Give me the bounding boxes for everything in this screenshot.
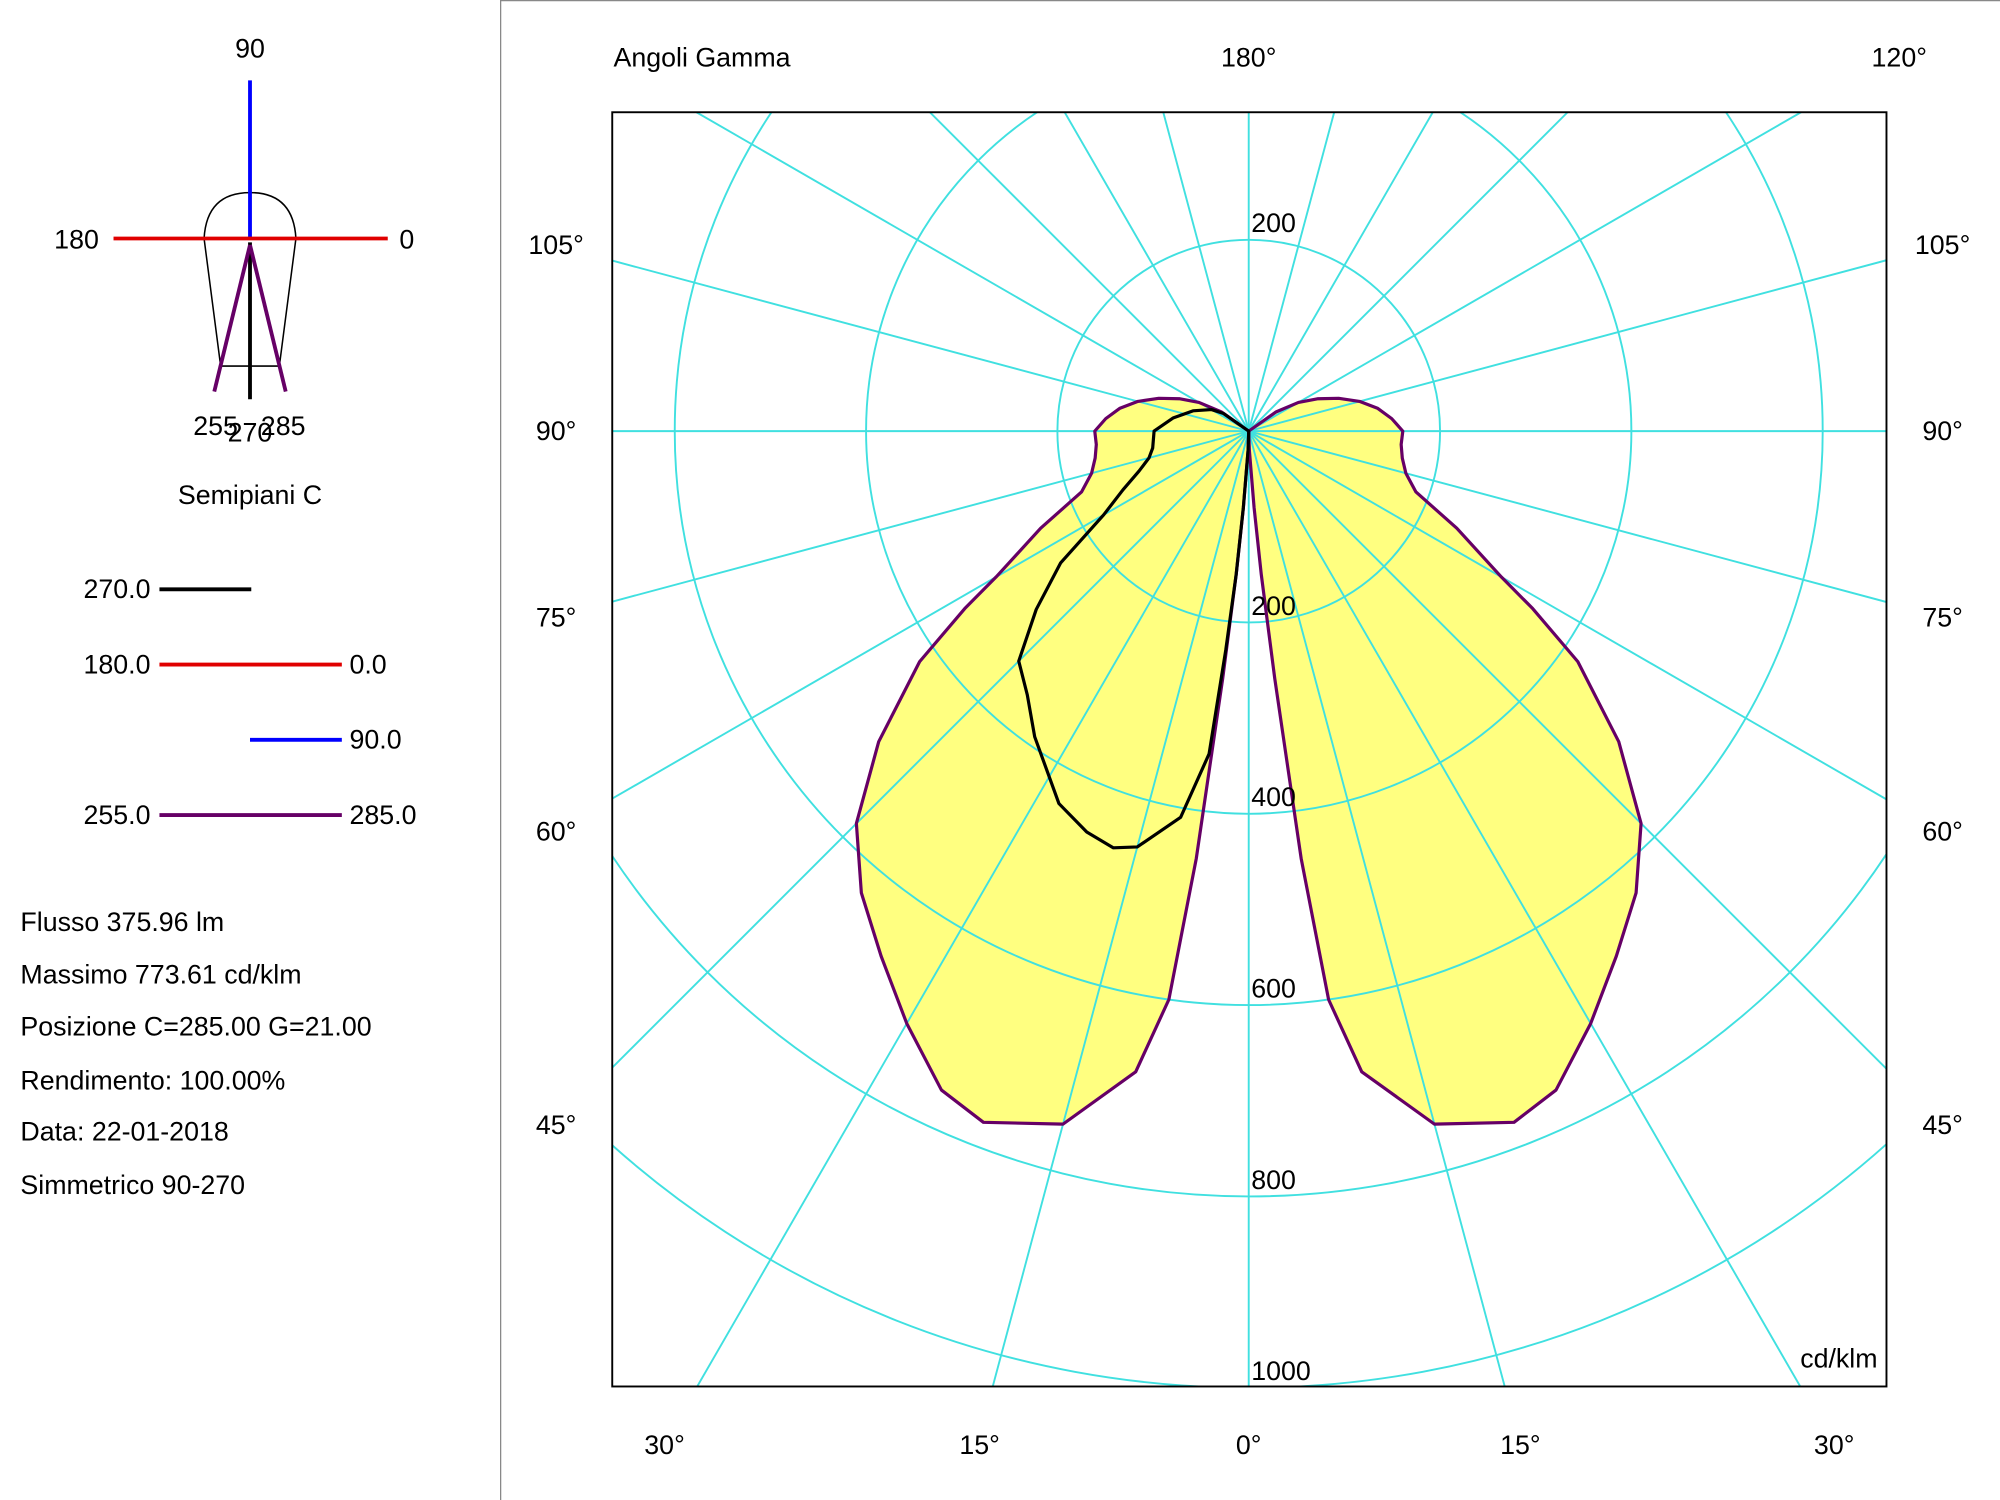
angle-label-bottom-15-right: 15° bbox=[1500, 1430, 1540, 1460]
angle-label-bottom-15-left: 15° bbox=[959, 1430, 999, 1460]
legend-left-label: 270.0 bbox=[84, 574, 151, 604]
angle-label-105-right: 105° bbox=[1915, 230, 1970, 260]
semipiani-title: Semipiani C bbox=[178, 480, 322, 510]
info-rendimento: Rendimento: 100.00% bbox=[20, 1065, 285, 1095]
grid-radial-line-75 bbox=[1248, 430, 1887, 603]
label-270: 270 bbox=[228, 417, 273, 447]
label-255: 255 bbox=[193, 411, 238, 441]
unit-label: cd/klm bbox=[1800, 1343, 1877, 1373]
curve-fill-0-left bbox=[856, 398, 1249, 1125]
legend-item-270: 270.0 bbox=[84, 574, 252, 604]
grid-radial-line-135 bbox=[1248, 112, 1569, 432]
c285-axis bbox=[248, 244, 288, 393]
c255-axis bbox=[212, 244, 252, 393]
radial-tick-top: 200 bbox=[1251, 208, 1296, 238]
grid-radial-line-240 bbox=[695, 112, 1250, 432]
legend-left-label: 255.0 bbox=[84, 800, 151, 830]
radial-tick-200: 200 bbox=[1251, 591, 1296, 621]
angle-label-90-left: 90° bbox=[536, 416, 576, 446]
legend: 270.0 180.0 0.0 90.0 255.0 285.0 bbox=[84, 574, 417, 830]
angle-label-45-right: 45° bbox=[1922, 1110, 1962, 1140]
grid-circle-800 bbox=[612, 852, 1887, 1198]
curve-line-1-left bbox=[1017, 407, 1251, 850]
chart-title: Angoli Gamma bbox=[614, 42, 791, 72]
info-data: Data: 22-01-2018 bbox=[20, 1116, 228, 1146]
angle-label-bottom-30-right: 30° bbox=[1814, 1430, 1854, 1460]
bottom-angle-labels: 30° 15° 0° 15° 30° bbox=[644, 1430, 1854, 1460]
grid-radial-line-195 bbox=[1162, 112, 1250, 432]
curve-lines-layer bbox=[854, 396, 1643, 1126]
angle-label-60-left: 60° bbox=[536, 817, 576, 847]
angle-label-105-left: 105° bbox=[528, 230, 583, 260]
legend-item-90: 90.0 bbox=[250, 725, 402, 755]
right-angle-labels: 105° 90° 75° 60° 45° bbox=[1915, 230, 1970, 1140]
c-planes-icon: 90 180 0 255 270 285 bbox=[54, 33, 414, 447]
curve-line-0-left bbox=[854, 396, 1251, 1126]
top-label-120: 120° bbox=[1872, 42, 1927, 72]
radial-tick-400: 400 bbox=[1251, 782, 1296, 812]
label-90: 90 bbox=[235, 33, 265, 63]
label-180: 180 bbox=[54, 225, 99, 255]
grid-radial-line-120 bbox=[1248, 112, 1802, 432]
grid-radial-line-285 bbox=[612, 430, 1249, 603]
grid-radial-line-330 bbox=[696, 430, 1250, 1387]
polar-chart: Angoli Gamma 180° 120° 200 200 400 600 8… bbox=[528, 42, 1970, 1460]
radial-tick-600: 600 bbox=[1251, 973, 1296, 1003]
grid-radial-line-210 bbox=[1063, 112, 1250, 432]
grid-radial-line-105 bbox=[1248, 259, 1887, 433]
grid-radial-line-225 bbox=[929, 112, 1250, 432]
info-block: Flusso 375.96 lm Massimo 773.61 cd/klm P… bbox=[20, 907, 371, 1200]
left-panel: 90 180 0 255 270 285 Semipiani C 270.0 1… bbox=[20, 33, 416, 1199]
info-posizione: Posizione C=285.00 G=21.00 bbox=[20, 1012, 371, 1042]
curve-fill-0-right bbox=[1248, 398, 1642, 1125]
curve-line-0-right bbox=[1247, 396, 1643, 1126]
radial-tick-800: 800 bbox=[1251, 1165, 1296, 1195]
grid-radial-line-165 bbox=[1247, 112, 1336, 432]
radial-tick-1000: 1000 bbox=[1251, 1356, 1311, 1386]
angle-label-75-right: 75° bbox=[1922, 602, 1962, 632]
angle-label-bottom-30-left: 30° bbox=[644, 1430, 684, 1460]
grid-radial-line-150 bbox=[1247, 112, 1434, 432]
legend-right-label: 0.0 bbox=[349, 649, 386, 679]
top-label-180: 180° bbox=[1221, 42, 1276, 72]
angle-label-60-right: 60° bbox=[1922, 817, 1962, 847]
angle-label-45-left: 45° bbox=[536, 1110, 576, 1140]
angle-label-75-left: 75° bbox=[536, 602, 576, 632]
polar-grid bbox=[612, 112, 1887, 1387]
left-angle-labels: 105° 90° 75° 60° 45° bbox=[528, 230, 583, 1140]
grid-radial-line-300 bbox=[612, 430, 1250, 800]
info-massimo: Massimo 773.61 cd/klm bbox=[20, 959, 301, 989]
legend-right-label: 285.0 bbox=[349, 800, 416, 830]
grid-radial-line-30 bbox=[1247, 430, 1802, 1387]
legend-right-label: 90.0 bbox=[349, 725, 401, 755]
grid-radial-line-255 bbox=[612, 259, 1249, 433]
grid-radial-line-315 bbox=[612, 430, 1250, 1069]
legend-left-label: 180.0 bbox=[84, 649, 151, 679]
label-285: 285 bbox=[261, 411, 306, 441]
grid-radial-line-45 bbox=[1248, 430, 1887, 1070]
label-0: 0 bbox=[399, 225, 414, 255]
angle-label-90-right: 90° bbox=[1922, 416, 1962, 446]
legend-item-180-0: 180.0 0.0 bbox=[84, 649, 387, 679]
radial-tick-labels: 200 200 400 600 800 1000 bbox=[1251, 208, 1311, 1386]
plot-frame bbox=[611, 111, 1888, 1388]
info-simmetrico: Simmetrico 90-270 bbox=[20, 1170, 245, 1200]
luminaire-outline-icon bbox=[203, 191, 297, 367]
info-flusso: Flusso 375.96 lm bbox=[20, 907, 224, 937]
grid-radial-line-15 bbox=[1247, 430, 1506, 1387]
angle-label-bottom-0: 0° bbox=[1236, 1430, 1262, 1460]
legend-item-255-285: 255.0 285.0 bbox=[84, 800, 417, 830]
grid-radial-line-60 bbox=[1248, 430, 1887, 801]
grid-radial-line-345 bbox=[991, 430, 1250, 1387]
